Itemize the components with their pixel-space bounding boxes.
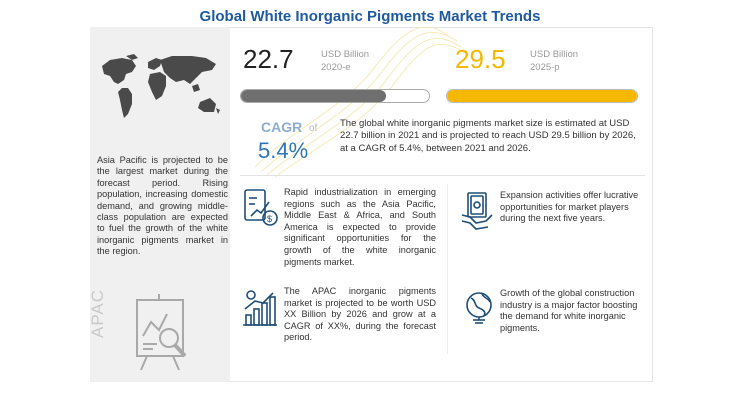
column-divider: [447, 184, 448, 354]
projected-market-bar-fill: [447, 90, 637, 102]
projected-year-label: 2025-p: [530, 62, 560, 73]
insight-text-apac-forecast: The APAC inorganic pigments market is pr…: [284, 286, 436, 343]
projected-market-bar: [446, 89, 638, 103]
globe-icon: [466, 292, 492, 324]
projected-unit-label: USD Billion: [530, 49, 579, 60]
projected-market-value: 29.5: [455, 44, 506, 74]
current-market-value: 22.7: [243, 44, 294, 74]
decorative-swirl: [254, 27, 465, 177]
insight-text-expansion: Expansion activities offer lucrative opp…: [500, 190, 639, 224]
current-unit-label: USD Billion: [321, 49, 370, 60]
current-year-label: 2020-e: [321, 62, 351, 73]
section-divider: [240, 175, 645, 176]
insight-text-construction: Growth of the global construction indust…: [500, 288, 638, 333]
projected-market-unit: USD Billion 2025-p: [530, 48, 578, 74]
bar-chart-dollar-icon: [243, 290, 277, 326]
page-title: Global White Inorganic Pigments Market T…: [199, 8, 541, 25]
current-market-bar-fill: [241, 90, 386, 102]
growth-dollar-icon: $: [244, 189, 278, 226]
world-map-icon: [102, 54, 220, 118]
current-market-bar: [240, 89, 430, 103]
cagr-value: 5.4%: [258, 138, 309, 163]
region-label: APAC: [88, 288, 107, 338]
insight-text-industrialization: Rapid industrialization in emerging regi…: [284, 187, 436, 267]
presentation-magnifier-icon: [136, 294, 187, 371]
svg-text:$: $: [267, 214, 272, 224]
current-market-unit: USD Billion 2020-e: [321, 48, 369, 74]
market-summary: The global white inorganic pigments mark…: [340, 118, 636, 154]
cagr-connector: of: [309, 123, 318, 134]
region-description: Asia Pacific is projected to be the larg…: [97, 155, 228, 257]
cagr-label: CAGR: [261, 119, 303, 135]
money-hand-icon: [461, 192, 493, 230]
